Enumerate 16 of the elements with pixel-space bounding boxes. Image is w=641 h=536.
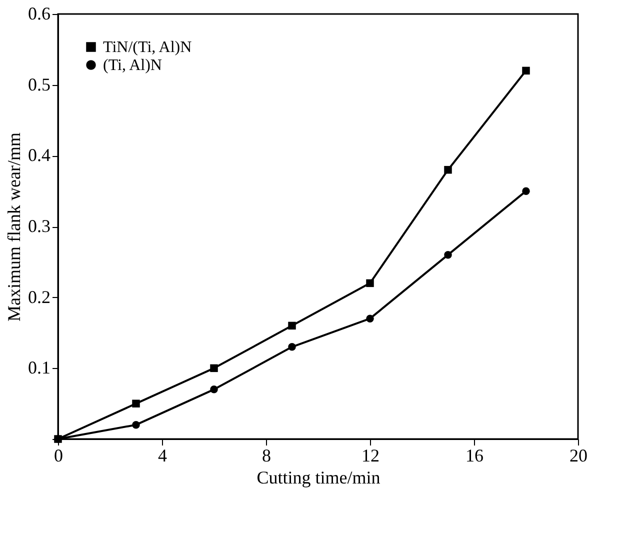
y-tick-label: 0.4 [28, 145, 50, 166]
x-tick-label: 16 [466, 446, 484, 466]
x-tick-label: 8 [262, 446, 271, 466]
y-tick-label: 0.1 [28, 358, 50, 378]
x-tick-label: 0 [54, 446, 63, 466]
y-tick-label: 0.2 [28, 286, 50, 307]
y-tick-label: 0.5 [28, 74, 50, 94]
y-tick-label: 0.6 [28, 4, 50, 24]
y-axis-title: Maximum flank wear/mm [4, 132, 24, 322]
legend-label: TiN/(Ti, Al)N [103, 39, 192, 56]
x-tick-label: 4 [158, 446, 167, 466]
x-tick-label: 12 [362, 446, 380, 466]
x-axis-title: Cutting time/min [256, 468, 380, 488]
x-tick-label: 20 [570, 446, 588, 466]
legend-label: (Ti, Al)N [103, 57, 162, 74]
y-tick-label: 0.3 [28, 216, 50, 236]
